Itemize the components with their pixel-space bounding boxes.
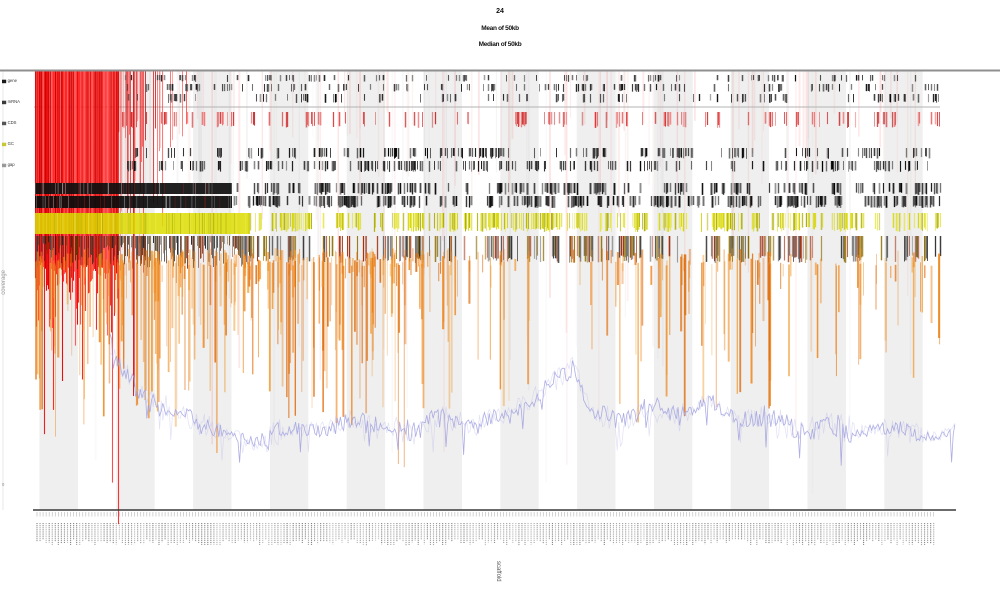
title-line-2: Mean of 50kb: [481, 25, 519, 32]
legend-item-label: CDS: [7, 121, 17, 126]
legend-item-label: GC: [7, 142, 14, 147]
legend-item-label: gap: [7, 163, 15, 168]
legend-item: CDS: [2, 121, 23, 125]
legend-item-label: mRNA: [7, 100, 20, 105]
legend-item: gene: [2, 79, 23, 83]
legend-item-label: gene: [7, 79, 17, 84]
legend-swatch-icon: [2, 121, 7, 125]
legend-item: GC: [2, 142, 23, 146]
legend-swatch-icon: [2, 100, 7, 104]
legend-item: gap: [2, 163, 23, 167]
legend: gene mRNA CDS GC gap: [2, 79, 32, 184]
y-axis-label: coverage: [1, 270, 7, 295]
legend-swatch-icon: [2, 163, 7, 167]
y-axis-tick-label: 0: [2, 483, 5, 488]
title-line-1: 24: [496, 8, 504, 15]
x-axis-label: scaffold: [495, 561, 501, 582]
legend-swatch-icon: [2, 79, 7, 83]
legend-swatch-icon: [2, 142, 7, 146]
title-line-3: Median of 50kb: [478, 41, 522, 48]
legend-item: mRNA: [2, 100, 23, 104]
